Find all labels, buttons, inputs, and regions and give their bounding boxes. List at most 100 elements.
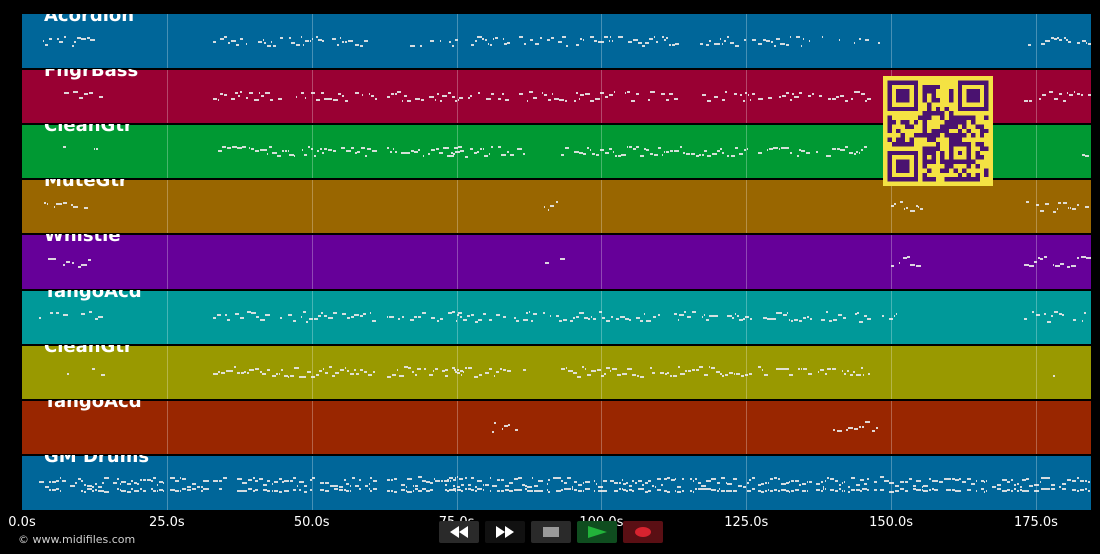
track-lane[interactable]: MuteGtr	[22, 179, 1091, 235]
note	[339, 37, 342, 40]
note	[205, 479, 210, 482]
note	[246, 311, 251, 314]
note	[1002, 489, 1007, 492]
note	[996, 488, 1002, 491]
note	[457, 98, 459, 101]
note	[709, 39, 711, 42]
note	[255, 488, 259, 491]
time-gridline	[456, 14, 458, 510]
fast-forward-button[interactable]	[485, 521, 525, 543]
note	[582, 38, 584, 41]
note	[840, 148, 845, 151]
note	[666, 36, 668, 39]
note	[97, 490, 102, 493]
note	[697, 488, 701, 491]
note	[244, 370, 247, 373]
note	[569, 319, 573, 322]
note	[1026, 201, 1029, 204]
note	[459, 369, 463, 372]
note	[801, 483, 807, 486]
note	[955, 478, 959, 481]
note	[928, 478, 932, 481]
stop-button[interactable]	[531, 521, 571, 543]
note	[474, 320, 478, 323]
note	[626, 489, 629, 492]
note	[1088, 43, 1091, 46]
piano-roll[interactable]: Acordion FngrBass CleanGtr MuteGtr Whistle Ta…	[22, 14, 1091, 510]
note	[789, 373, 794, 376]
note	[634, 481, 638, 484]
note	[447, 92, 452, 95]
note	[363, 371, 367, 374]
note	[986, 479, 988, 482]
note	[844, 373, 847, 376]
note	[501, 153, 506, 156]
note	[359, 478, 362, 481]
note	[392, 148, 395, 151]
note	[692, 479, 695, 482]
note	[856, 90, 861, 93]
note	[606, 366, 610, 369]
note	[83, 206, 88, 209]
note	[259, 370, 262, 373]
note	[769, 490, 774, 493]
note	[1064, 37, 1066, 40]
note	[401, 483, 405, 486]
note	[808, 481, 813, 484]
note	[644, 490, 648, 493]
note	[213, 97, 217, 100]
note	[263, 488, 267, 491]
note	[488, 319, 493, 322]
note	[727, 482, 733, 485]
record-button[interactable]	[623, 521, 663, 543]
track-lane[interactable]: TangoAcd	[22, 399, 1091, 455]
play-button[interactable]	[577, 521, 617, 543]
note	[364, 485, 369, 488]
note	[439, 152, 443, 155]
note	[288, 314, 293, 317]
note	[158, 488, 163, 491]
note	[544, 206, 546, 209]
track-lane[interactable]: TangoAcd	[22, 289, 1091, 345]
note	[497, 479, 501, 482]
note	[284, 150, 288, 153]
track-lane[interactable]: Acordion	[22, 14, 1091, 70]
note	[881, 314, 885, 317]
note	[456, 369, 460, 372]
note	[546, 38, 551, 41]
track-lane[interactable]: Whistle	[22, 234, 1091, 290]
note	[565, 367, 568, 370]
note	[179, 490, 181, 493]
note	[113, 481, 117, 484]
note	[584, 367, 587, 370]
track-name: TangoAcd	[44, 289, 142, 302]
note	[597, 40, 600, 43]
note	[1057, 37, 1059, 40]
note	[858, 37, 862, 40]
note	[355, 484, 359, 487]
rewind-button[interactable]	[439, 521, 479, 543]
note	[675, 490, 677, 493]
note	[1010, 479, 1014, 482]
track-name: Acordion	[44, 14, 135, 26]
note	[951, 488, 955, 491]
note	[1060, 262, 1065, 265]
note	[1013, 484, 1017, 487]
note	[722, 375, 725, 378]
note	[329, 98, 333, 101]
note	[838, 313, 843, 316]
note	[62, 146, 67, 149]
note	[1028, 43, 1032, 46]
note	[946, 488, 952, 491]
note	[546, 489, 548, 492]
note	[859, 426, 861, 429]
note	[359, 45, 364, 48]
note	[63, 35, 67, 38]
note	[575, 316, 579, 319]
track-name: CleanGtr	[44, 344, 133, 357]
note	[250, 147, 254, 150]
track-lane[interactable]: CleanGtr	[22, 344, 1091, 400]
note	[482, 488, 485, 491]
track-lane[interactable]: GM Drums	[22, 454, 1091, 510]
note	[454, 369, 457, 372]
